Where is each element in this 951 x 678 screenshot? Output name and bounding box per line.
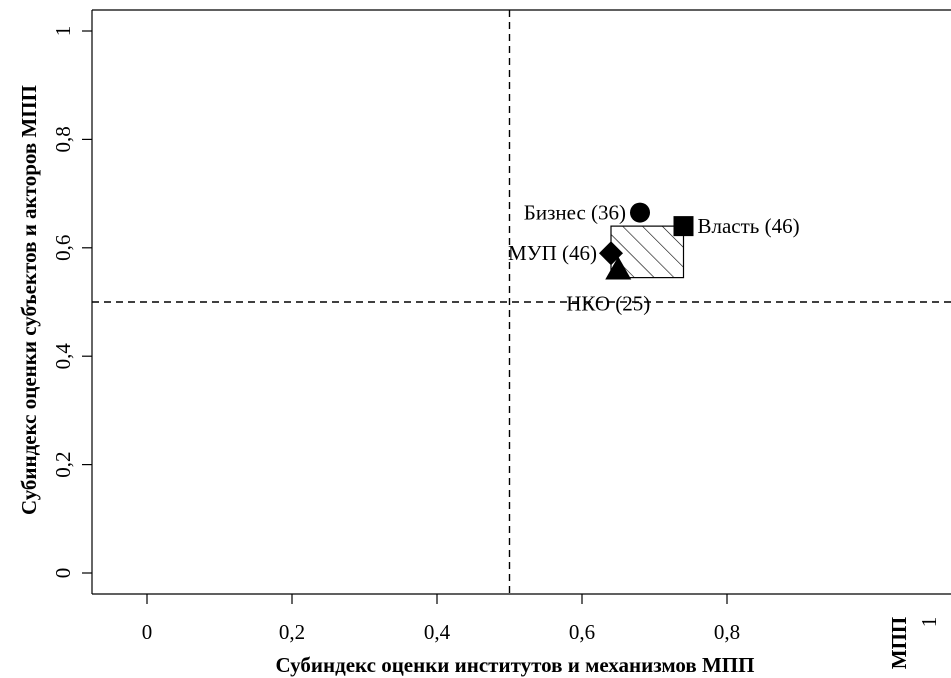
point-labels: Бизнес (36) Власть (46) МУП (46) НКО (25) [508, 201, 800, 316]
reference-lines [92, 10, 951, 594]
data-points [599, 202, 694, 280]
x-tick-label: 0,6 [569, 620, 595, 644]
point-circle [630, 202, 650, 223]
y-axis-title: Субиндекс оценки субъектов и акторов МПП [17, 85, 41, 515]
x-tick-label: 0,8 [714, 620, 740, 644]
x-tick-label: 0 [142, 620, 153, 644]
corner-tick-label: 1 [917, 617, 941, 628]
point-label: НКО (25) [566, 291, 650, 315]
x-tick-label: 0,2 [279, 620, 305, 644]
point-label: Власть (46) [698, 214, 800, 238]
point-square [673, 216, 694, 237]
x-tick-label: 0,4 [424, 620, 451, 644]
point-triangle [605, 256, 632, 280]
point-label: Бизнес (36) [524, 201, 626, 225]
axes: 0 0,2 0,4 0,6 0,8 0 0,2 0,4 0,6 0,8 1 [51, 9, 951, 644]
point-label: МУП (46) [508, 241, 597, 265]
y-tick-label: 0,8 [51, 126, 75, 152]
y-tick-label: 0,4 [51, 343, 75, 370]
y-tick-label: 0,2 [51, 451, 75, 477]
y-tick-label: 1 [51, 26, 75, 37]
y-tick-label: 0 [51, 568, 75, 579]
y-tick-label: 0,6 [51, 235, 75, 261]
corner-axis-fragment: МПП [887, 617, 911, 670]
x-axis-title: Субиндекс оценки институтов и механизмов… [276, 653, 755, 677]
